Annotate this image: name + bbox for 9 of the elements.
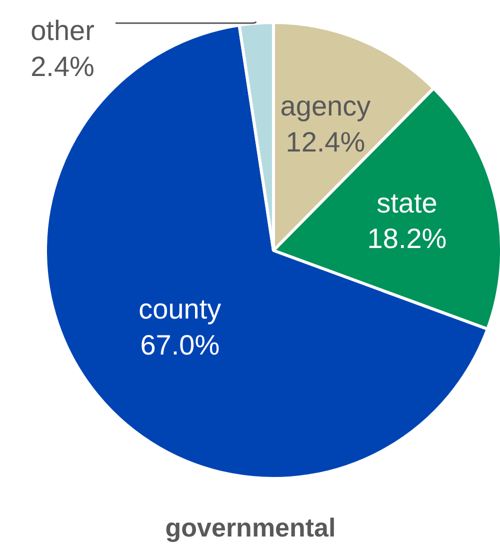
slice-label: agency bbox=[280, 90, 371, 122]
data-label: 67.0% bbox=[140, 329, 220, 360]
text: governmental bbox=[165, 512, 336, 542]
slice-label: other bbox=[30, 15, 94, 46]
data-label: 18.2% bbox=[367, 222, 447, 254]
data-label: 2.4% bbox=[30, 50, 94, 82]
data-label: 12.4% bbox=[286, 126, 366, 158]
slice-label: state bbox=[376, 187, 438, 218]
slice-label: county bbox=[138, 294, 222, 325]
